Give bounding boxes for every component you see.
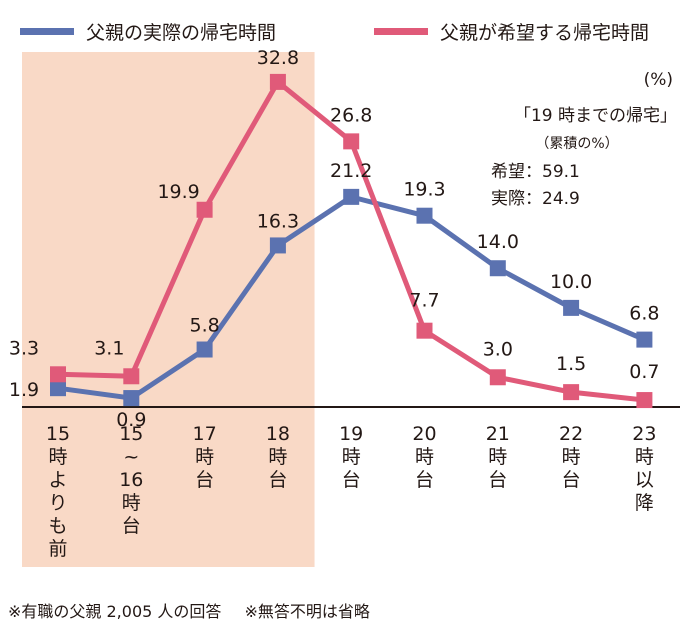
- x-tick-label: 19: [339, 423, 363, 445]
- x-tick-label: 時: [635, 446, 654, 468]
- data-label-actual: 0.9: [116, 409, 146, 431]
- x-tick-label: り: [48, 492, 67, 514]
- data-point-actual: [343, 188, 360, 205]
- data-label-actual: 1.9: [9, 379, 39, 401]
- note-hope-value: 希望：59.1: [491, 162, 580, 182]
- x-tick-label: 15: [46, 423, 70, 445]
- x-tick-label: 以: [635, 469, 654, 491]
- data-point-actual: [50, 380, 66, 397]
- data-point-actual: [196, 341, 213, 358]
- data-point-actual: [636, 331, 653, 348]
- data-label-actual: 21.2: [330, 160, 372, 182]
- x-tick-label: 17: [193, 423, 217, 445]
- data-label-hope: 19.9: [157, 181, 199, 203]
- x-tick-label: 時: [122, 492, 141, 514]
- data-label-actual: 16.3: [257, 210, 299, 232]
- data-label-hope: 7.7: [409, 290, 439, 312]
- x-tick-label: 時: [415, 446, 434, 468]
- x-tick-label: 23: [632, 423, 656, 445]
- data-label-actual: 19.3: [403, 179, 445, 201]
- footer-omitted: ※無答不明は省略: [244, 602, 370, 621]
- x-tick-label: 前: [48, 538, 67, 560]
- x-tick-label: 20: [412, 423, 436, 445]
- x-tick-label: 台: [268, 469, 287, 491]
- data-point-hope: [196, 201, 213, 218]
- x-tick-label: 時: [562, 446, 581, 468]
- legend-actual-swatch: [20, 28, 74, 35]
- x-tick-label: も: [48, 515, 67, 537]
- x-tick-label: よ: [48, 469, 67, 491]
- legend-hope-label: 父親が希望する帰宅時間: [440, 22, 650, 44]
- legend-actual-label: 父親の実際の帰宅時間: [86, 22, 277, 44]
- unit-label: (%): [643, 70, 673, 90]
- x-tick-label: 降: [635, 492, 654, 514]
- data-point-actual: [123, 390, 140, 407]
- data-label-hope: 0.7: [629, 361, 659, 383]
- note-actual-value: 実際：24.9: [491, 189, 580, 210]
- x-tick-label: 台: [562, 469, 581, 491]
- data-label-hope: 3.1: [94, 337, 124, 359]
- x-tick-label: 台: [342, 469, 361, 491]
- data-point-hope: [343, 133, 360, 150]
- x-tick-label: 15: [119, 423, 143, 445]
- x-tick-label: 16: [119, 469, 143, 491]
- data-label-hope: 32.8: [257, 47, 299, 69]
- data-label-hope: 3.0: [483, 338, 513, 360]
- x-tick-label: ~: [123, 446, 139, 468]
- x-tick-label: 時: [488, 446, 507, 468]
- data-point-hope: [123, 368, 140, 385]
- x-tick-label: 台: [195, 469, 214, 491]
- footer-respondents: ※有職の父親 2,005 人の回答: [8, 602, 222, 621]
- footer-notes: ※有職の父親 2,005 人の回答 ※無答不明は省略: [8, 598, 388, 622]
- x-tick-label: 台: [415, 469, 434, 491]
- data-point-hope: [416, 322, 433, 339]
- note-subtitle: （累積の%）: [535, 135, 619, 152]
- x-tick-label: 22: [559, 423, 583, 445]
- data-label-hope: 1.5: [556, 353, 586, 375]
- data-label-actual: 6.8: [629, 303, 659, 325]
- data-label-hope: 3.3: [9, 337, 39, 359]
- x-tick-label: 台: [122, 515, 141, 537]
- x-tick-label: 時: [268, 446, 287, 468]
- data-point-actual: [416, 207, 433, 224]
- data-label-actual: 14.0: [477, 231, 519, 253]
- x-tick-label: 18: [266, 423, 290, 445]
- data-label-hope: 26.8: [330, 104, 372, 126]
- x-tick-label: 時: [195, 446, 214, 468]
- x-tick-label: 台: [488, 469, 507, 491]
- note-title: 「19 時までの帰宅」: [513, 105, 677, 126]
- x-tick-label: 時: [48, 446, 67, 468]
- data-point-hope: [269, 73, 286, 90]
- data-point-hope: [636, 392, 653, 409]
- data-point-hope: [50, 366, 66, 383]
- legend-item-actual: 父親の実際の帰宅時間: [20, 18, 276, 45]
- data-point-hope: [563, 384, 580, 401]
- data-label-actual: 5.8: [189, 315, 219, 337]
- cumulative-note: (%) 「19 時までの帰宅」 （累積の%） 希望：59.1 実際：24.9: [437, 66, 677, 212]
- data-label-actual: 10.0: [550, 271, 592, 293]
- data-point-actual: [269, 237, 286, 254]
- data-point-hope: [489, 369, 506, 386]
- legend-hope-swatch: [374, 28, 428, 35]
- x-tick-label: 時: [342, 446, 361, 468]
- data-point-actual: [489, 260, 506, 277]
- highlight-band: [22, 52, 315, 567]
- legend-item-hope: 父親が希望する帰宅時間: [374, 18, 649, 45]
- data-point-actual: [563, 299, 580, 316]
- x-tick-label: 21: [486, 423, 510, 445]
